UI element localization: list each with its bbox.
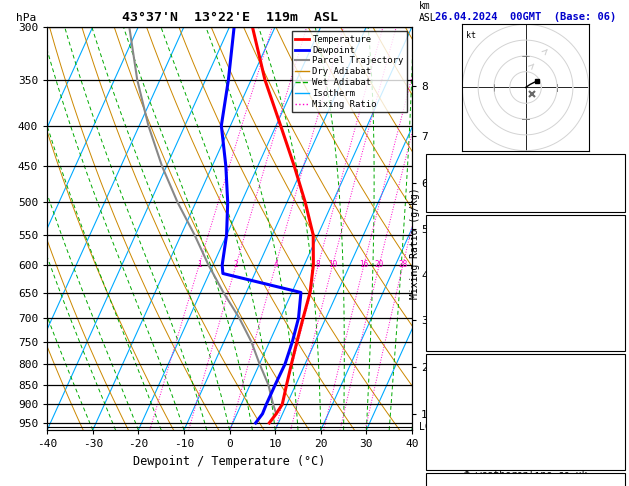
Text: 26.04.2024  00GMT  (Base: 06): 26.04.2024 00GMT (Base: 06): [435, 12, 616, 22]
Text: Hodograph: Hodograph: [499, 478, 552, 486]
Text: 16: 16: [359, 260, 369, 270]
Text: 0: 0: [615, 317, 621, 327]
Text: 0: 0: [615, 456, 621, 466]
Text: K: K: [430, 158, 437, 168]
Text: 28: 28: [398, 260, 408, 270]
Text: Totals Totals: Totals Totals: [430, 178, 508, 188]
Text: hPa: hPa: [16, 13, 36, 23]
Text: 1: 1: [197, 260, 201, 270]
Text: Most Unstable: Most Unstable: [486, 359, 565, 368]
Text: Lifted Index: Lifted Index: [430, 297, 502, 307]
Text: Pressure (mb): Pressure (mb): [430, 378, 508, 388]
Text: 297: 297: [603, 278, 621, 288]
Text: CAPE (J): CAPE (J): [430, 317, 478, 327]
Text: 1.35: 1.35: [597, 197, 621, 207]
Text: 925: 925: [603, 378, 621, 388]
Text: Dewp (°C): Dewp (°C): [430, 259, 484, 268]
Text: kt: kt: [465, 31, 476, 40]
Legend: Temperature, Dewpoint, Parcel Trajectory, Dry Adiabat, Wet Adiabat, Isotherm, Mi: Temperature, Dewpoint, Parcel Trajectory…: [292, 31, 408, 112]
Title: 43°37'N  13°22'E  119m  ASL: 43°37'N 13°22'E 119m ASL: [121, 11, 338, 24]
Text: Mixing Ratio (g/kg): Mixing Ratio (g/kg): [410, 187, 420, 299]
Text: LCL: LCL: [420, 421, 437, 432]
Text: 4: 4: [274, 260, 278, 270]
Text: CIN (J): CIN (J): [430, 456, 472, 466]
Text: km
ASL: km ASL: [420, 1, 437, 23]
Text: 21: 21: [609, 158, 621, 168]
Text: Surface: Surface: [504, 220, 547, 229]
Text: 0: 0: [615, 336, 621, 346]
Text: Lifted Index: Lifted Index: [430, 417, 502, 427]
Text: 2: 2: [234, 260, 238, 270]
Text: θₑ (K): θₑ (K): [430, 398, 466, 407]
Text: CAPE (J): CAPE (J): [430, 436, 478, 446]
Text: 5.6: 5.6: [603, 259, 621, 268]
Text: 6: 6: [615, 417, 621, 427]
Text: PW (cm): PW (cm): [430, 197, 472, 207]
Text: Temp (°C): Temp (°C): [430, 239, 484, 249]
Text: θₑ(K): θₑ(K): [430, 278, 460, 288]
Text: 9: 9: [615, 297, 621, 307]
X-axis label: Dewpoint / Temperature (°C): Dewpoint / Temperature (°C): [133, 455, 326, 468]
Text: 8.6: 8.6: [603, 239, 621, 249]
Text: 0: 0: [615, 436, 621, 446]
Text: 46: 46: [609, 178, 621, 188]
Text: 20: 20: [375, 260, 384, 270]
Text: 301: 301: [603, 398, 621, 407]
Text: 10: 10: [328, 260, 337, 270]
Text: 8: 8: [316, 260, 321, 270]
Text: CIN (J): CIN (J): [430, 336, 472, 346]
Text: © weatheronline.co.uk: © weatheronline.co.uk: [464, 470, 587, 480]
